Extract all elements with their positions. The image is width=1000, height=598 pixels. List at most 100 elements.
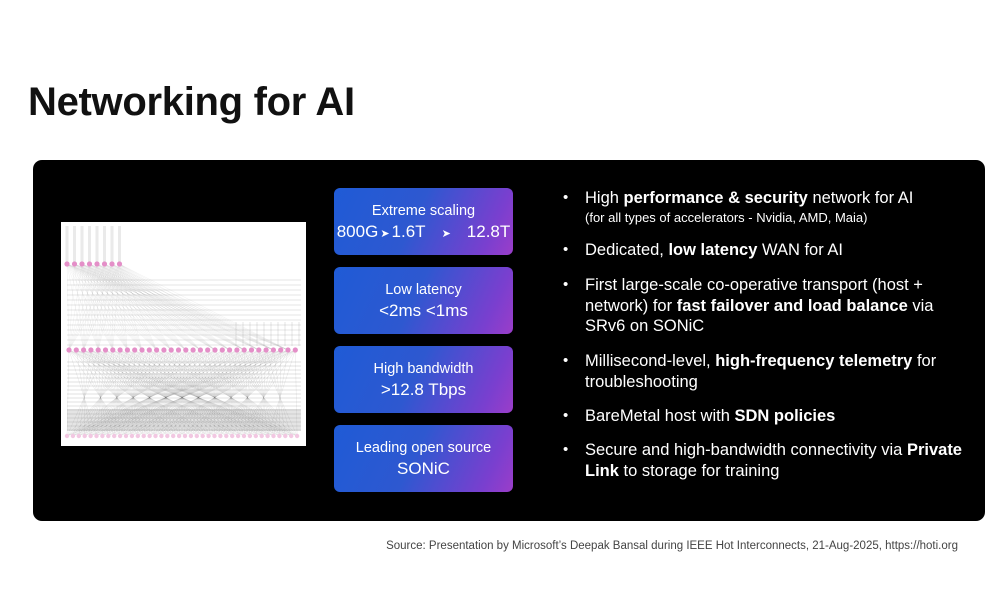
topology-node <box>71 261 78 267</box>
topology-node <box>112 433 117 439</box>
bullet-item: Millisecond-level, high-frequency teleme… <box>563 351 963 392</box>
topology-node <box>230 433 235 439</box>
topology-node <box>159 433 164 439</box>
bullet-subtext: (for all types of accelerators - Nvidia,… <box>585 209 868 225</box>
topology-node <box>88 347 94 353</box>
topology-node <box>76 433 81 439</box>
topology-node <box>265 433 270 439</box>
topology-node <box>124 347 130 353</box>
topology-node <box>205 347 211 353</box>
topology-node <box>110 347 116 353</box>
topology-node <box>116 261 123 267</box>
card-value: 800G ➤ 1.6T ➤ 12.8T <box>334 221 513 245</box>
topology-node <box>109 261 115 267</box>
topology-node <box>283 433 288 439</box>
bullet-item: BareMetal host with SDN policies <box>563 406 963 427</box>
topology-node <box>182 433 188 439</box>
topology-node <box>70 433 76 439</box>
topology-node <box>94 433 99 439</box>
card-value: >12.8 Tbps <box>380 380 467 399</box>
topology-node <box>294 433 300 439</box>
topology-node <box>263 347 269 353</box>
card-extreme-scaling: Extreme scaling 800G ➤ 1.6T ➤ 12.8T <box>334 188 513 255</box>
topology-node <box>94 261 100 267</box>
source-citation: Source: Presentation by Microsoft’s Deep… <box>386 540 958 552</box>
topology-node <box>224 433 229 439</box>
topology-node <box>139 347 145 353</box>
value-800g: 800G <box>336 222 379 241</box>
topology-node <box>82 433 87 439</box>
topology-node <box>277 433 282 439</box>
topology-node <box>106 433 111 439</box>
card-high-bandwidth: High bandwidth >12.8 Tbps <box>334 346 513 413</box>
arrow-right-icon: ➤ <box>380 228 390 240</box>
topology-node <box>285 347 291 353</box>
topology-node <box>271 433 276 439</box>
topology-node <box>183 347 189 353</box>
topology-node <box>165 433 170 439</box>
network-topology-diagram <box>61 222 306 446</box>
bullet-item: Dedicated, low latency WAN for AI <box>563 240 963 261</box>
topology-node <box>141 433 146 439</box>
topology-node <box>247 433 253 439</box>
topology-node <box>81 347 87 353</box>
card-low-latency: Low latency <2ms <1ms <box>334 267 513 334</box>
topology-node <box>212 433 217 439</box>
card-title: Low latency <box>385 282 462 298</box>
topology-node <box>188 433 194 439</box>
topology-node <box>278 347 284 353</box>
topology-node <box>227 347 233 353</box>
topology-node <box>153 433 158 439</box>
topology-node <box>101 261 108 267</box>
topology-node <box>79 261 85 267</box>
topology-node <box>64 433 70 439</box>
topology-node <box>206 433 211 439</box>
topology-node <box>132 347 138 353</box>
topology-node <box>147 433 152 439</box>
topology-node <box>234 347 240 353</box>
topology-node <box>129 433 135 439</box>
topology-node <box>200 433 205 439</box>
topology-node <box>176 433 182 439</box>
card-title: Extreme scaling <box>371 203 476 219</box>
topology-node <box>270 347 276 353</box>
card-value: <2ms <1ms <box>379 301 468 320</box>
arrow-right-icon: ➤ <box>441 228 451 240</box>
topology-node <box>117 347 123 353</box>
topology-node <box>253 433 258 439</box>
topology-node <box>218 433 223 439</box>
topology-node <box>168 347 174 353</box>
topology-node <box>175 347 182 353</box>
topology-node <box>259 433 264 439</box>
topology-node <box>146 347 152 353</box>
topology-node <box>73 347 79 353</box>
bullet-item: First large-scale co-operative transport… <box>563 275 963 337</box>
topology-node <box>194 433 199 439</box>
value-1-6t: 1.6T <box>391 222 426 241</box>
topology-node <box>123 433 129 439</box>
topology-node <box>197 347 203 353</box>
bullet-item: High performance & security network for … <box>563 188 963 226</box>
topology-node <box>117 433 123 439</box>
card-title: High bandwidth <box>373 361 474 377</box>
topology-node <box>241 347 247 353</box>
topology-node <box>171 433 176 439</box>
topology-node <box>64 261 70 267</box>
topology-node <box>190 347 196 353</box>
topology-node <box>248 347 255 353</box>
topology-node <box>100 433 105 439</box>
topology-node <box>235 433 241 439</box>
topology-node <box>88 433 93 439</box>
bullet-item: Secure and high-bandwidth connectivity v… <box>563 440 963 481</box>
topology-node <box>241 433 247 439</box>
topology-node <box>256 347 262 353</box>
topology-node <box>66 347 72 353</box>
value-12-8t: 12.8T <box>466 222 511 241</box>
card-open-source: Leading open source SONiC <box>334 425 513 492</box>
topology-node <box>212 347 218 353</box>
topology-node <box>219 347 225 353</box>
topology-graphic <box>64 226 301 439</box>
topology-node <box>289 433 294 439</box>
topology-node <box>86 261 93 267</box>
topology-node <box>95 347 101 353</box>
